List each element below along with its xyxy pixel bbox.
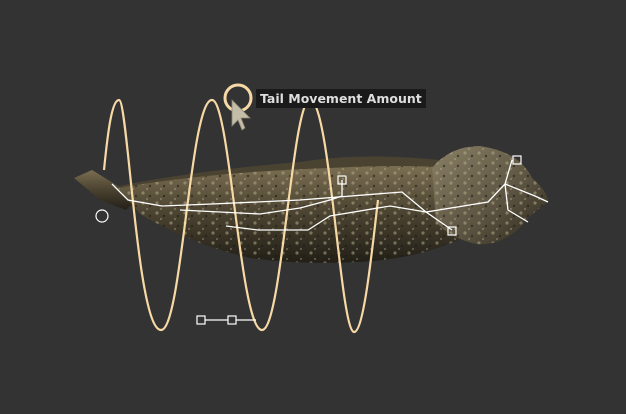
- cursor-arrow-icon: [231, 99, 251, 131]
- rig-handle-tail-tip[interactable]: [95, 209, 109, 223]
- slider-handle-start[interactable]: [196, 315, 206, 325]
- tail-movement-wave[interactable]: [102, 98, 380, 334]
- slider-handle-end[interactable]: [227, 315, 237, 325]
- rig-chain-main: [111, 159, 513, 213]
- rig-chain-head: [504, 183, 549, 223]
- wave-amplitude-slider[interactable]: [196, 315, 256, 325]
- fish-tail-fin: [74, 170, 140, 210]
- tooltip-tail-movement-amount: Tail Movement Amount: [256, 89, 426, 108]
- rig-chain-mid: [179, 180, 343, 215]
- rig-skeleton: [111, 159, 549, 231]
- rig-handle-head[interactable]: [512, 155, 522, 165]
- rig-controls[interactable]: [95, 155, 522, 236]
- rig-handle-back[interactable]: [337, 175, 347, 185]
- rig-chain-lower: [225, 205, 453, 231]
- rig-handle-belly[interactable]: [447, 226, 457, 236]
